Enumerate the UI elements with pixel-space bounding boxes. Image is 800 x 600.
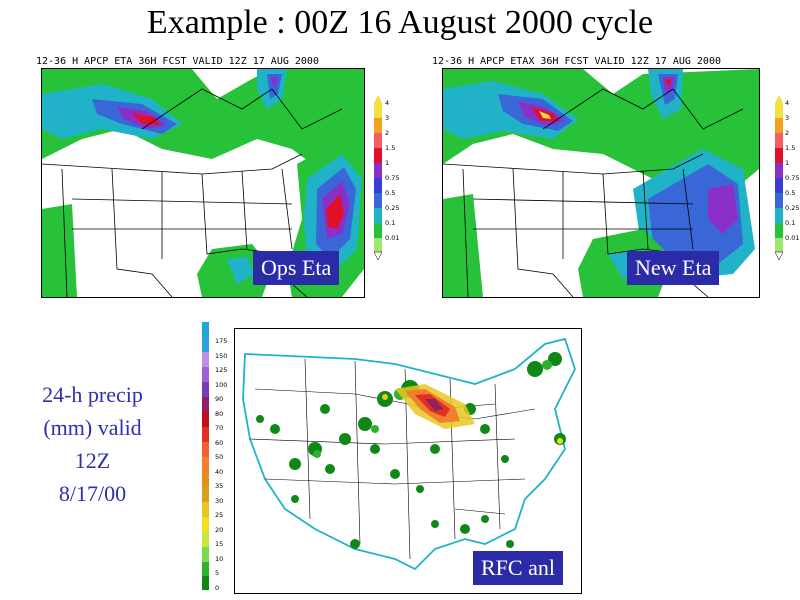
caption-line: 8/17/00 [58, 481, 127, 506]
colorbar-tick: 1.5 [385, 144, 396, 152]
colorbar-tick: 0.1 [385, 219, 396, 227]
left-panel-header: 12-36 H APCP ETA 36H FCST VALID 12Z 17 A… [36, 56, 319, 67]
colorbar-tick: 0.01 [785, 234, 800, 242]
ops-eta-map [41, 68, 365, 298]
colorbar-tick: 40 [215, 467, 224, 476]
colorbar-tick: 30 [215, 496, 224, 505]
left-colorbar-ticks: 4 3 2 1.5 1 0.75 0.5 0.25 0.1 0.01 [385, 99, 399, 249]
colorbar-tick: 0.25 [785, 204, 800, 212]
colorbar-tick: 3 [785, 114, 790, 122]
bottom-colorbar [202, 322, 209, 595]
right-colorbar [774, 95, 784, 265]
rfc-anl-label: RFC anl [473, 551, 563, 585]
caption-line: (mm) valid [43, 415, 142, 440]
colorbar-tick: 125 [215, 366, 228, 374]
colorbar-tick: 0.5 [785, 189, 796, 197]
colorbar-tick: 4 [785, 99, 790, 107]
colorbar-tick: 15 [215, 540, 224, 548]
colorbar-tick: 20 [215, 525, 224, 534]
colorbar-tick: 5 [215, 569, 220, 577]
colorbar-tick: 175 [215, 337, 228, 345]
colorbar-tick: 2 [385, 129, 390, 137]
colorbar-tick: 25 [215, 511, 224, 519]
rfc-anl-map [234, 328, 582, 594]
colorbar-tick: 2 [785, 129, 790, 137]
colorbar-tick: 35 [215, 482, 224, 490]
colorbar-tick: 0.5 [385, 189, 396, 197]
colorbar-tick: 60 [215, 438, 224, 447]
colorbar-tick: 1 [785, 159, 790, 167]
colorbar-tick: 1 [385, 159, 390, 167]
colorbar-tick: 0 [215, 583, 220, 592]
colorbar-tick: 10 [215, 554, 224, 563]
right-panel-header: 12-36 H APCP ETAX 36H FCST VALID 12Z 17 … [432, 56, 721, 67]
colorbar-tick: 150 [215, 351, 228, 360]
new-eta-map [442, 68, 760, 298]
colorbar-tick: 0.75 [785, 174, 800, 182]
colorbar-tick: 50 [215, 453, 224, 461]
colorbar-tick: 3 [385, 114, 390, 122]
caption-line: 12Z [74, 448, 111, 473]
right-colorbar-ticks: 4 3 2 1.5 1 0.75 0.5 0.25 0.1 0.01 [785, 99, 799, 249]
left-colorbar [373, 95, 383, 265]
colorbar-tick: 100 [215, 380, 228, 389]
ops-eta-label: Ops Eta [253, 251, 340, 285]
colorbar-tick: 0.01 [385, 234, 400, 242]
colorbar-tick: 1.5 [785, 144, 796, 152]
slide-title: Example : 00Z 16 August 2000 cycle [146, 4, 654, 41]
colorbar-tick: 70 [215, 424, 224, 432]
bottom-colorbar-ticks: 175 150 125 100 90 80 70 60 50 40 35 30 … [215, 337, 227, 598]
caption-line: 24-h precip [42, 382, 143, 407]
colorbar-tick: 0.25 [385, 204, 400, 212]
colorbar-tick: 0.75 [385, 174, 400, 182]
colorbar-tick: 0.1 [785, 219, 796, 227]
new-eta-label: New Eta [627, 251, 720, 285]
precip-caption: 24-h precip (mm) valid 12Z 8/17/00 [10, 378, 175, 510]
colorbar-tick: 80 [215, 409, 224, 418]
colorbar-tick: 90 [215, 395, 224, 403]
colorbar-tick: 4 [385, 99, 390, 107]
